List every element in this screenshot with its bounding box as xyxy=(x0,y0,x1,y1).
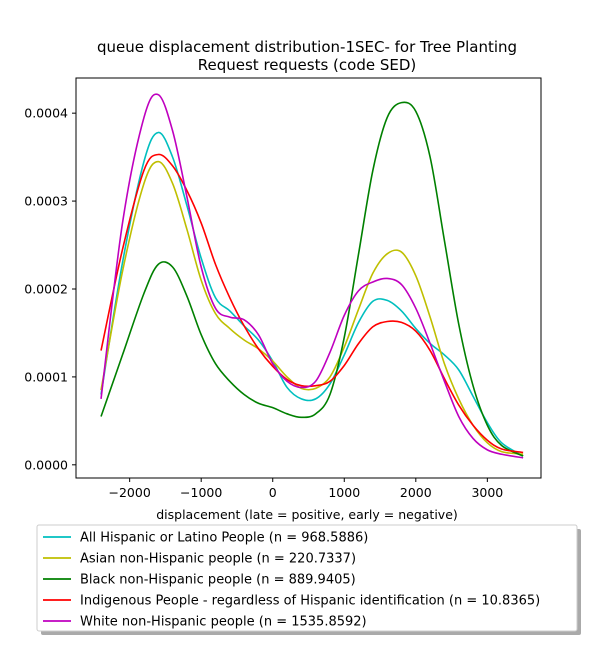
x-axis: −2000 −1000 0 1000 2000 3000 xyxy=(109,478,503,500)
chart-title-line2: Request requests (code SED) xyxy=(198,56,417,74)
series-line-3 xyxy=(100,101,524,457)
plot-axes-frame xyxy=(75,77,542,479)
legend-label-3: Black non-Hispanic people (n = 889.9405) xyxy=(80,573,356,588)
y-tick-label: 0.0001 xyxy=(24,369,68,384)
legend-label-1: All Hispanic or Latino People (n = 968.5… xyxy=(80,531,368,546)
plot-lines xyxy=(100,93,524,459)
series-line-2 xyxy=(100,160,524,456)
x-tick-label: 3000 xyxy=(471,485,503,500)
series-line-4 xyxy=(100,153,524,454)
x-tick-label: −2000 xyxy=(109,485,151,500)
y-axis: 0.0000 0.0001 0.0002 0.0003 0.0004 xyxy=(24,106,76,472)
y-tick-label: 0.0002 xyxy=(24,281,68,296)
y-tick-label: 0.0000 xyxy=(24,457,68,472)
legend-label-5: White non-Hispanic people (n = 1535.8592… xyxy=(80,615,367,630)
legend-label-2: Asian non-Hispanic people (n = 220.7337) xyxy=(80,552,356,567)
x-tick-label: 2000 xyxy=(400,485,432,500)
x-tick-label: 0 xyxy=(269,485,277,500)
legend-frame xyxy=(36,524,578,632)
y-tick-label: 0.0003 xyxy=(24,194,68,209)
legend-label-4: Indigenous People - regardless of Hispan… xyxy=(80,594,540,609)
y-tick-label: 0.0004 xyxy=(24,106,68,121)
legend: All Hispanic or Latino People (n = 968.5… xyxy=(36,524,581,635)
x-tick-label: 1000 xyxy=(328,485,360,500)
x-axis-label: displacement (late = positive, early = n… xyxy=(156,507,458,522)
x-tick-label: −1000 xyxy=(180,485,222,500)
series-line-1 xyxy=(100,131,524,457)
chart-title-line1: queue displacement distribution-1SEC- fo… xyxy=(97,38,517,56)
series-line-5 xyxy=(100,93,524,459)
